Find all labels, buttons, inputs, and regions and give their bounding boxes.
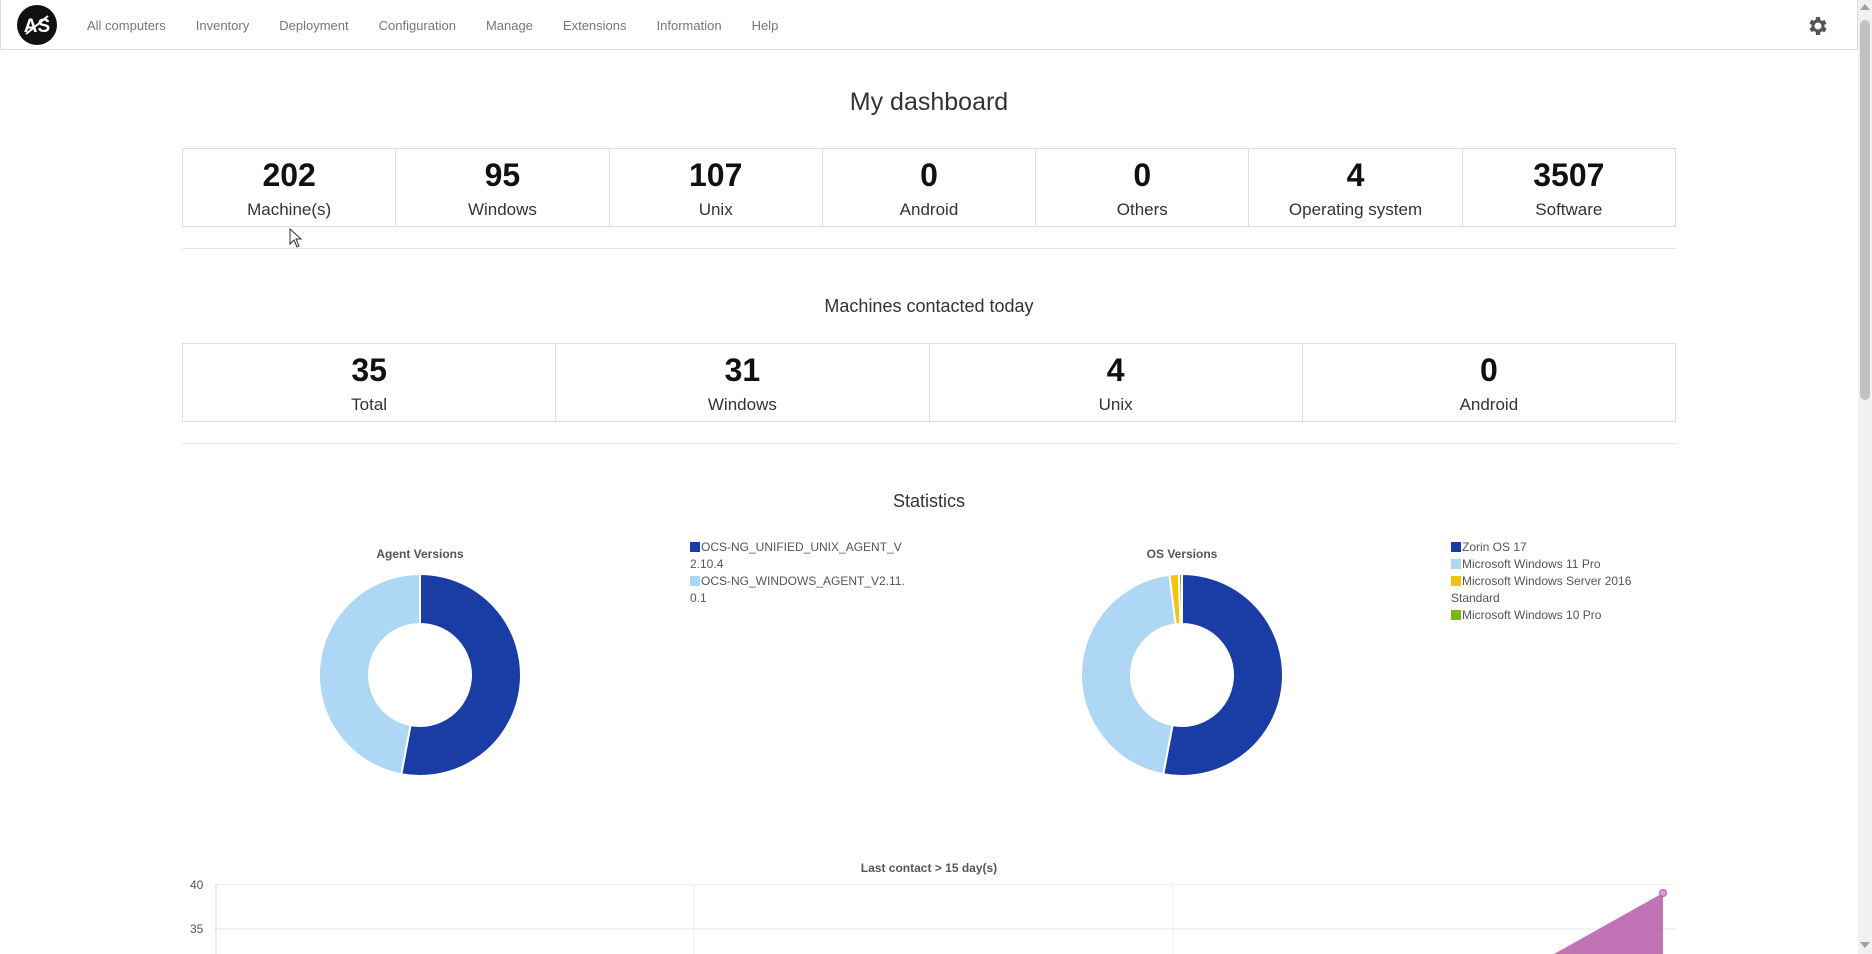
legend-label: Zorin OS 17 <box>1462 540 1527 554</box>
stat-label: Android <box>899 200 959 219</box>
scroll-down-arrow-icon[interactable] <box>1860 942 1870 948</box>
pie-slice[interactable] <box>318 572 421 776</box>
stat-value: 0 <box>1133 157 1152 193</box>
area-series-fill <box>1518 893 1663 954</box>
mouse-cursor-icon <box>289 228 303 248</box>
nav-extensions[interactable]: Extensions <box>562 17 627 33</box>
pie-slice[interactable] <box>1162 572 1284 777</box>
stat-label: Operating system <box>1288 200 1423 219</box>
stat-value: 35 <box>351 352 387 388</box>
stat-others[interactable]: 0 Others <box>1036 149 1250 226</box>
legend-label: OCS-NG_UNIFIED_UNIX_AGENT_V2.10.4 <box>690 540 902 571</box>
ocs-logo-icon[interactable]: AS <box>16 4 58 46</box>
legend-swatch <box>1451 576 1461 586</box>
stat-label: Total <box>351 395 388 414</box>
contacted-windows[interactable]: 31 Windows <box>556 344 930 421</box>
agent-versions-chart-title: Agent Versions <box>376 547 464 561</box>
legend-label: OCS-NG_WINDOWS_AGENT_V2.11.0.1 <box>690 574 905 605</box>
data-point[interactable] <box>1659 889 1667 897</box>
statistics-title: Statistics <box>892 491 966 511</box>
last-contact-area-chart <box>214 884 1676 954</box>
svg-text:AS: AS <box>24 16 50 37</box>
contacted-total[interactable]: 35 Total <box>183 344 557 421</box>
y-tick-label: 40 <box>190 878 204 892</box>
dashboard-stats: 202 Machine(s) 95 Windows 107 Unix 0 Android… <box>182 148 1676 227</box>
legend-swatch <box>690 542 700 552</box>
y-tick-label: 35 <box>190 922 204 936</box>
top-navbar: AS All computers Inventory Deployment Co… <box>0 0 1858 50</box>
stat-label: Software <box>1535 200 1603 219</box>
stat-operating-system[interactable]: 4 Operating system <box>1249 149 1463 226</box>
nav-all-computers[interactable]: All computers <box>87 17 166 33</box>
stat-label: Windows <box>467 200 537 219</box>
pie-slice[interactable] <box>1177 572 1183 626</box>
stat-android[interactable]: 0 Android <box>823 149 1037 226</box>
page-title: My dashboard <box>849 88 1009 116</box>
scroll-up-arrow-icon[interactable] <box>1860 4 1870 10</box>
nav-configuration[interactable]: Configuration <box>378 17 456 33</box>
pie-slice[interactable] <box>400 572 522 777</box>
stat-windows[interactable]: 95 Windows <box>396 149 610 226</box>
divider <box>182 443 1676 444</box>
last-contact-chart-title: Last contact > 15 day(s) <box>860 861 998 875</box>
stat-value: 0 <box>1479 352 1498 388</box>
stat-value: 0 <box>920 157 938 193</box>
stat-value: 31 <box>724 352 761 388</box>
os-versions-donut-chart <box>1080 572 1284 777</box>
legend-swatch <box>690 576 700 586</box>
stat-label: Android <box>1459 395 1519 414</box>
legend-item[interactable]: Microsoft Windows 10 Pro <box>1451 607 1636 624</box>
contacted-android[interactable]: 0 Android <box>1303 344 1675 421</box>
contacted-title: Machines contacted today <box>824 296 1034 316</box>
legend-swatch <box>1451 542 1461 552</box>
agent-versions-legend: OCS-NG_UNIFIED_UNIX_AGENT_V2.10.4 OCS-NG… <box>690 539 910 607</box>
scrollbar-thumb[interactable] <box>1860 20 1870 400</box>
nav-inventory[interactable]: Inventory <box>195 17 250 33</box>
stat-value: 202 <box>262 157 316 193</box>
stat-label: Others <box>1116 200 1168 219</box>
divider <box>182 248 1676 249</box>
legend-item[interactable]: Zorin OS 17 <box>1451 539 1636 556</box>
legend-item[interactable]: OCS-NG_WINDOWS_AGENT_V2.11.0.1 <box>690 573 910 607</box>
legend-label: Microsoft Windows 11 Pro <box>1462 557 1601 571</box>
stat-value: 4 <box>1346 157 1365 193</box>
stat-label: Machine(s) <box>247 200 332 219</box>
nav-information[interactable]: Information <box>656 17 722 33</box>
contacted-stats: 35 Total 31 Windows 4 Unix 0 Android <box>182 343 1676 422</box>
nav-deployment[interactable]: Deployment <box>279 17 349 33</box>
stat-value: 107 <box>689 157 743 193</box>
nav-help[interactable]: Help <box>751 17 779 33</box>
os-versions-chart-title: OS Versions <box>1146 547 1218 561</box>
stat-value: 4 <box>1106 352 1125 388</box>
contacted-unix[interactable]: 4 Unix <box>930 344 1303 421</box>
legend-swatch <box>1451 610 1461 620</box>
stat-value: 3507 <box>1533 157 1605 193</box>
stat-software[interactable]: 3507 Software <box>1463 149 1675 226</box>
legend-label: Microsoft Windows Server 2016 Standard <box>1451 574 1632 605</box>
stat-machines[interactable]: 202 Machine(s) <box>183 149 397 226</box>
stat-label: Windows <box>707 395 777 414</box>
stat-value: 95 <box>484 157 521 193</box>
legend-item[interactable]: Microsoft Windows Server 2016 Standard <box>1451 573 1636 607</box>
legend-swatch <box>1451 559 1461 569</box>
stat-label: Unix <box>1098 395 1133 414</box>
legend-item[interactable]: OCS-NG_UNIFIED_UNIX_AGENT_V2.10.4 <box>690 539 910 573</box>
gear-icon[interactable] <box>1805 14 1829 38</box>
stat-unix[interactable]: 107 Unix <box>610 149 823 226</box>
legend-label: Microsoft Windows 10 Pro <box>1462 608 1602 622</box>
stat-label: Unix <box>698 200 733 219</box>
nav-menu: All computers Inventory Deployment Confi… <box>87 0 808 50</box>
agent-versions-donut-chart <box>318 572 522 777</box>
os-versions-legend: Zorin OS 17 Microsoft Windows 11 Pro Mic… <box>1451 539 1636 624</box>
nav-manage[interactable]: Manage <box>485 17 533 33</box>
pie-slice[interactable] <box>1080 573 1177 776</box>
legend-item[interactable]: Microsoft Windows 11 Pro <box>1451 556 1636 573</box>
